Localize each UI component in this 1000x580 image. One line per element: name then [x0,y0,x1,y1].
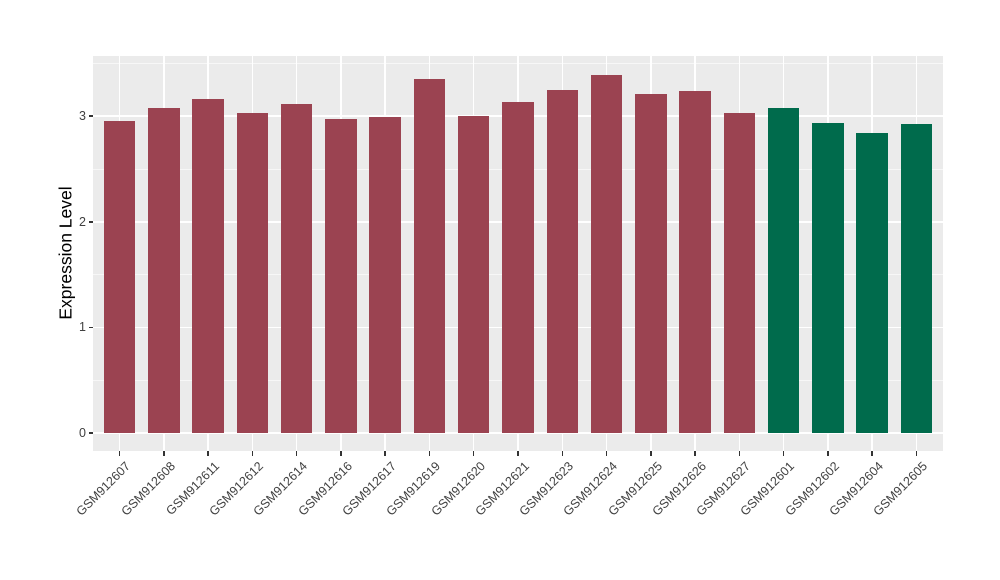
y-tick-mark [88,326,93,329]
bar [458,116,490,434]
x-tick-mark [738,451,741,456]
x-tick-mark [605,451,608,456]
bar [590,75,623,434]
y-tick-label: 2 [79,214,86,229]
y-tick-label: 3 [79,109,86,124]
x-tick-mark [428,451,431,456]
x-tick-mark [694,451,696,456]
bar [723,113,756,434]
x-tick-mark [561,451,564,456]
x-tick-mark [650,451,652,456]
x-tick-mark [295,451,298,456]
bar [103,121,136,434]
bar [900,123,933,434]
x-tick-mark [915,451,918,456]
x-tick-mark [207,451,209,456]
bar [546,89,578,434]
bar [502,102,534,434]
x-tick-mark [517,451,519,456]
bar [325,119,357,434]
gridline-y-major [93,432,943,434]
y-tick-mark [88,221,93,223]
bar [192,99,224,434]
y-tick-label: 0 [79,426,86,441]
y-tick-mark [88,115,93,117]
x-tick-mark [871,451,873,456]
x-tick-mark [340,451,342,456]
y-tick-mark [88,432,93,434]
x-tick-mark [118,451,121,456]
x-tick-mark [782,451,785,456]
bar [635,94,667,434]
y-axis-title: Expression Level [55,186,76,320]
x-tick-mark [384,451,386,456]
y-tick-label: 1 [79,320,86,335]
bar [413,79,446,434]
bar [148,107,180,434]
x-tick-mark [472,451,475,456]
bar [679,90,711,434]
bar [767,107,800,434]
gridline-y-minor [93,62,943,64]
bar [812,122,844,434]
bar [236,113,269,434]
x-tick-mark [827,451,829,456]
x-tick-mark [251,451,254,456]
bar [280,103,313,434]
bar [856,133,888,434]
bar [369,117,401,434]
x-tick-mark [163,451,165,456]
